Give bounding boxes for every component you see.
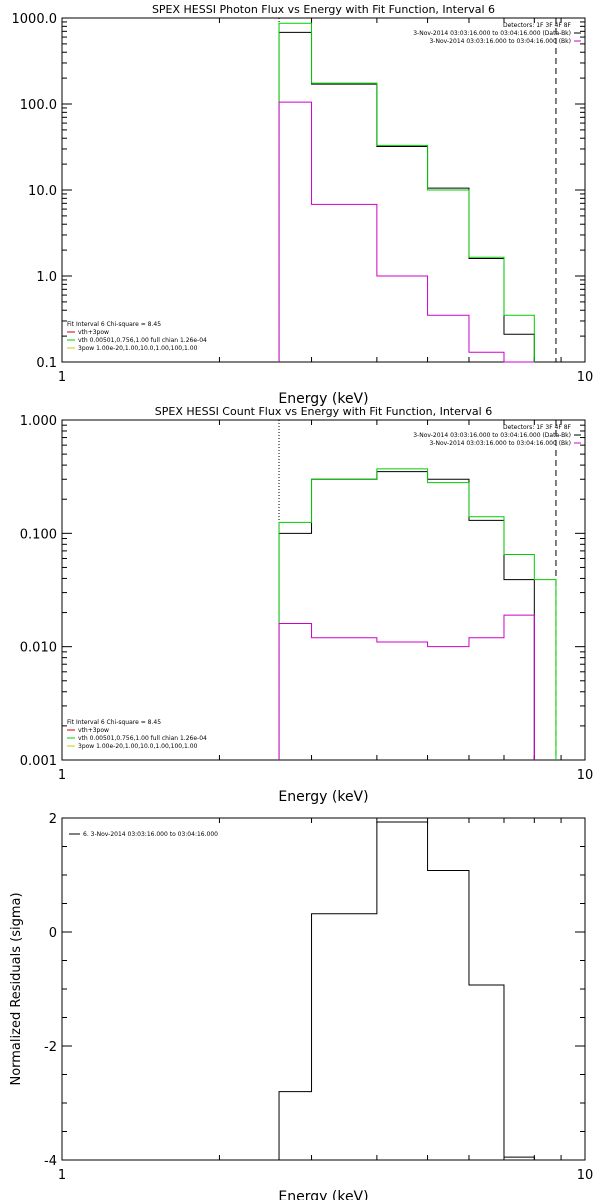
chart-title: SPEX HESSI Count Flux vs Energy with Fit…	[155, 405, 492, 418]
series-line-0	[278, 471, 535, 760]
series-line-2	[278, 614, 535, 760]
y-tick-label: 2	[49, 812, 57, 827]
legend-top-entry: Detectors: 1F 3F 4F 8F	[503, 22, 572, 29]
y-tick-label: 0	[49, 926, 57, 941]
legend-bottom-entry: 3pow 1.00e-20,1.00,10.0,1.00,100,1.00	[78, 345, 198, 352]
y-tick-label: -2	[44, 1040, 57, 1055]
y-tick-label: 0.010	[20, 641, 57, 656]
y-tick-label: 0.1	[36, 356, 57, 371]
series-line-1	[278, 468, 557, 760]
y-tick-label: 0.001	[20, 754, 57, 769]
x-axis-label: Energy (keV)	[278, 789, 368, 805]
plot-frame	[61, 17, 586, 363]
y-tick-label: -4	[44, 1154, 57, 1169]
legend-entry: 6. 3-Nov-2014 03:03:16.000 to 03:04:16.0…	[83, 831, 218, 838]
count-flux-panel: SPEX HESSI Count Flux vs Energy with Fit…	[20, 405, 593, 805]
series-line-1	[278, 22, 535, 362]
x-axis-label: Energy (keV)	[278, 1189, 368, 1200]
legend-top-entry: 3-Nov-2014 03:03:16.000 to 03:04:16.000 …	[413, 30, 571, 37]
legend-top-entry: 3-Nov-2014 03:03:16.000 to 03:04:16.000 …	[413, 432, 571, 439]
legend-bottom-entry: Fit Interval 6 Chi-square = 8.45	[67, 321, 161, 328]
legend-top-entry: 3-Nov-2014 03:03:16.000 to 03:04:16.000 …	[429, 440, 571, 447]
x-tick-label: 10	[577, 768, 594, 783]
legend-bottom-entry: Fit Interval 6 Chi-square = 8.45	[67, 719, 161, 726]
legend-bottom-entry: vth 0.00501,0.756,1.00 full chian 1.26e-…	[78, 735, 207, 742]
legend-bottom-entry: 3pow 1.00e-20,1.00,10.0,1.00,100,1.00	[78, 743, 198, 750]
y-tick-label: 10.0	[28, 184, 57, 199]
y-tick-label: 1000.0	[12, 12, 58, 27]
x-tick-label: 1	[58, 370, 66, 385]
x-tick-label: 1	[58, 768, 66, 783]
series-line-2	[278, 101, 535, 363]
y-tick-label: 1.0	[36, 270, 57, 285]
residuals-panel: 1 10 Energy (keV) -4 -2 0 2 Normalized Residual…	[9, 812, 593, 1200]
legend-top-entry: Detectors: 1F 3F 4F 8F	[503, 424, 572, 431]
legend-bottom-entry: vth 0.00501,0.756,1.00 full chian 1.26e-…	[78, 337, 207, 344]
plot-frame	[61, 419, 586, 761]
plot-frame	[61, 817, 586, 1161]
series-line-0	[278, 821, 535, 1160]
y-axis-label: Normalized Residuals (sigma)	[9, 892, 24, 1085]
legend-top-entry: 3-Nov-2014 03:03:16.000 to 03:04:16.000 …	[429, 38, 571, 45]
series-line-0	[278, 31, 535, 362]
legend-bottom-entry: vth+3pow	[78, 329, 109, 336]
x-tick-label: 10	[577, 370, 594, 385]
y-tick-label: 100.0	[20, 98, 57, 113]
legend-bottom-entry: vth+3pow	[78, 727, 109, 734]
y-tick-label: 0.100	[20, 527, 57, 542]
y-tick-label: 1.000	[20, 414, 57, 429]
x-axis-label: Energy (keV)	[278, 391, 368, 407]
photon-flux-panel: SPEX HESSI Photon Flux vs Energy with Fi…	[12, 3, 594, 407]
x-tick-label: 10	[577, 1168, 594, 1183]
chart-title: SPEX HESSI Photon Flux vs Energy with Fi…	[152, 3, 495, 16]
x-tick-label: 1	[58, 1168, 66, 1183]
